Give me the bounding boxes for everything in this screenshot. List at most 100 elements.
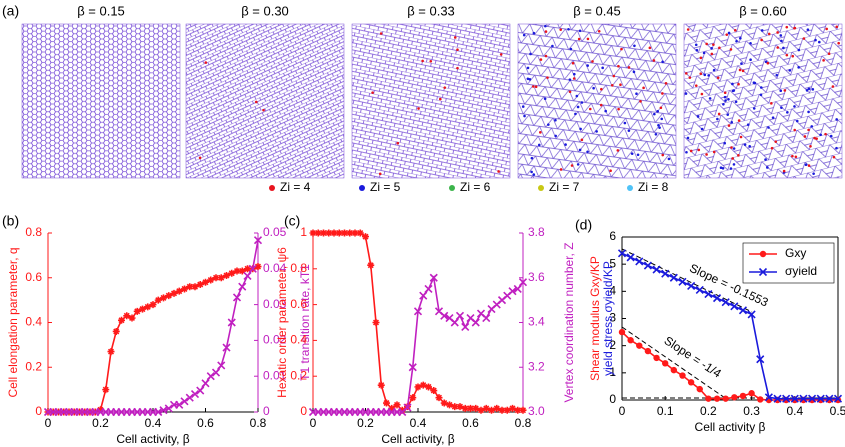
marker: [687, 379, 695, 386]
defect-dot: [578, 29, 582, 33]
defect-dot: [708, 97, 712, 100]
defect-dot: [764, 60, 768, 64]
defect-dot: [664, 82, 668, 85]
marker: [211, 368, 221, 377]
marker: [325, 229, 333, 237]
defect-dot: [738, 68, 742, 72]
defect-dot: [723, 95, 727, 99]
defect-dot: [732, 163, 736, 166]
defect-dot: [764, 158, 767, 161]
y-tick-label: 5: [609, 256, 616, 270]
legend-label: Zi = 6: [460, 180, 491, 194]
defect-dot: [652, 59, 656, 62]
defect-dot: [572, 77, 576, 80]
marker: [450, 318, 459, 327]
y-tick-label: 4: [609, 284, 616, 298]
defect-dot: [371, 91, 374, 94]
defect-dot: [774, 140, 778, 143]
defect-dot: [770, 102, 773, 105]
defect-dot: [712, 43, 715, 46]
defect-dot: [760, 29, 764, 32]
defect-dot: [739, 135, 743, 139]
marker: [112, 327, 120, 335]
defect-dot: [532, 31, 536, 35]
defect-dot: [782, 169, 786, 173]
defect-dot: [785, 53, 789, 57]
x-tick-label: 0: [310, 416, 317, 430]
marker: [351, 229, 359, 237]
defect-dot: [705, 42, 708, 46]
y2-tick-label: 3.0: [528, 404, 545, 418]
marker: [627, 337, 634, 344]
marker: [190, 390, 200, 399]
marker: [419, 291, 428, 300]
defect-dot: [443, 86, 447, 89]
defect-dot: [529, 52, 532, 56]
defect-dot: [604, 109, 607, 113]
defect-dot: [592, 86, 595, 90]
defect-dot: [577, 37, 581, 41]
defect-dot: [803, 135, 807, 138]
defect-dot: [703, 73, 707, 77]
marker: [196, 280, 204, 288]
defect-dot: [570, 164, 574, 167]
marker: [383, 399, 390, 407]
marker: [160, 294, 167, 302]
y-tick-label: 0.8: [25, 225, 42, 239]
defect-dot: [797, 66, 800, 69]
defect-dot: [729, 48, 733, 51]
defect-dot: [722, 102, 725, 106]
defect-dot: [694, 43, 698, 47]
defect-dot: [580, 101, 584, 104]
y2-tick-label: 0.04: [263, 261, 287, 275]
defect-dot: [788, 69, 792, 72]
defect-dot: [776, 31, 779, 34]
defect-dot: [831, 85, 835, 88]
y-tick-label: 0.6: [25, 270, 42, 284]
marker: [670, 366, 678, 374]
defect-dot: [776, 46, 780, 49]
defect-dot: [786, 111, 789, 114]
defect-dot: [685, 150, 688, 154]
marker: [388, 404, 396, 412]
defect-dot: [599, 103, 603, 107]
y-tick-label: 1: [609, 365, 616, 379]
y-tick-label: 0.4: [290, 333, 307, 347]
legend-label: Zi = 4: [280, 180, 311, 194]
marker: [713, 395, 721, 402]
marker: [678, 277, 687, 286]
defect-dot: [712, 150, 716, 154]
legend-label: Zi = 7: [549, 180, 580, 194]
y-tick-label: 0.4: [25, 315, 42, 329]
defect-dot: [824, 132, 827, 136]
marker: [731, 394, 738, 401]
defect-dot: [825, 27, 829, 31]
defect-dot: [574, 112, 577, 116]
defect-dot: [795, 119, 799, 123]
defect-dot: [575, 94, 579, 98]
defect-dot: [793, 128, 797, 132]
snapshot-title: β = 0.30: [241, 3, 289, 18]
y2-tick-label: 3.2: [528, 359, 545, 373]
defect-dot: [532, 173, 536, 176]
y2-tick-label: 3.4: [528, 315, 545, 329]
defect-dot: [727, 31, 731, 35]
legend-dot: [627, 185, 633, 191]
defect-dot: [579, 127, 582, 131]
marker: [253, 236, 263, 245]
defect-dot: [731, 82, 734, 86]
marker: [635, 257, 644, 266]
marker: [356, 229, 364, 237]
y-tick-label: 0: [300, 404, 307, 418]
series-line: [48, 265, 259, 413]
defect-dot: [627, 66, 631, 69]
marker: [419, 381, 427, 389]
marker: [413, 307, 423, 316]
defect-dot: [198, 156, 202, 160]
marker: [362, 233, 369, 241]
y-tick-label: 0: [609, 392, 616, 406]
y2-tick-label: 0.05: [263, 225, 287, 239]
y-axis-label: yield stress σyield/KP: [601, 261, 615, 376]
marker: [367, 261, 375, 269]
